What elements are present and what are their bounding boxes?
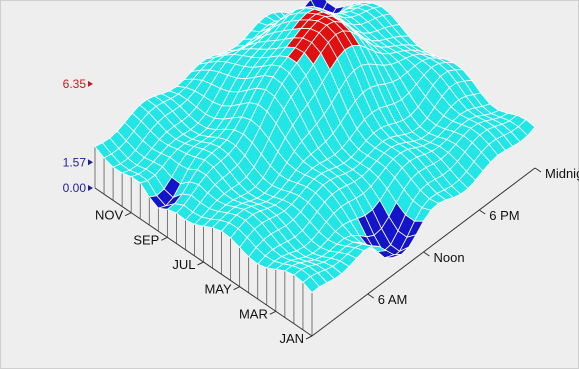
month-tick-label: JUL (172, 257, 195, 272)
time-tick-label: Noon (434, 250, 465, 265)
time-tick-label: 6 PM (489, 208, 519, 223)
time-tick-label: 6 AM (378, 292, 408, 307)
month-tick (124, 212, 132, 217)
z-level-label: 6.35 (63, 77, 87, 91)
month-tick (197, 261, 204, 266)
surface-mesh (94, 0, 536, 294)
month-tick-label: JAN (279, 331, 304, 346)
time-tick (423, 251, 430, 257)
month-tick (305, 335, 313, 340)
time-tick (367, 293, 375, 299)
month-tick (269, 310, 277, 315)
z-level-arrow (88, 185, 93, 191)
z-level-arrow (88, 159, 93, 166)
z-level-label: 0.00 (63, 181, 87, 195)
z-level-label: 1.57 (63, 155, 87, 169)
month-tick-label: NOV (95, 208, 124, 223)
axes: JAN MAR MAY JUL SEP NOV 6 AM Noon 6 PM Midnight (94, 166, 579, 346)
month-tick (161, 236, 168, 241)
z-level-labels: 0.00 1.57 6.35 (63, 77, 93, 195)
z-level-arrow (88, 80, 93, 87)
time-tick-label: Midnight (545, 166, 579, 181)
month-tick-label: MAR (239, 306, 268, 321)
month-tick-label: MAY (204, 282, 232, 297)
time-tick (534, 167, 542, 173)
surface-walls (94, 146, 313, 336)
time-tick (478, 209, 486, 215)
surface-cell (302, 275, 320, 294)
month-tick (233, 286, 240, 291)
month-tick-label: SEP (133, 232, 159, 247)
